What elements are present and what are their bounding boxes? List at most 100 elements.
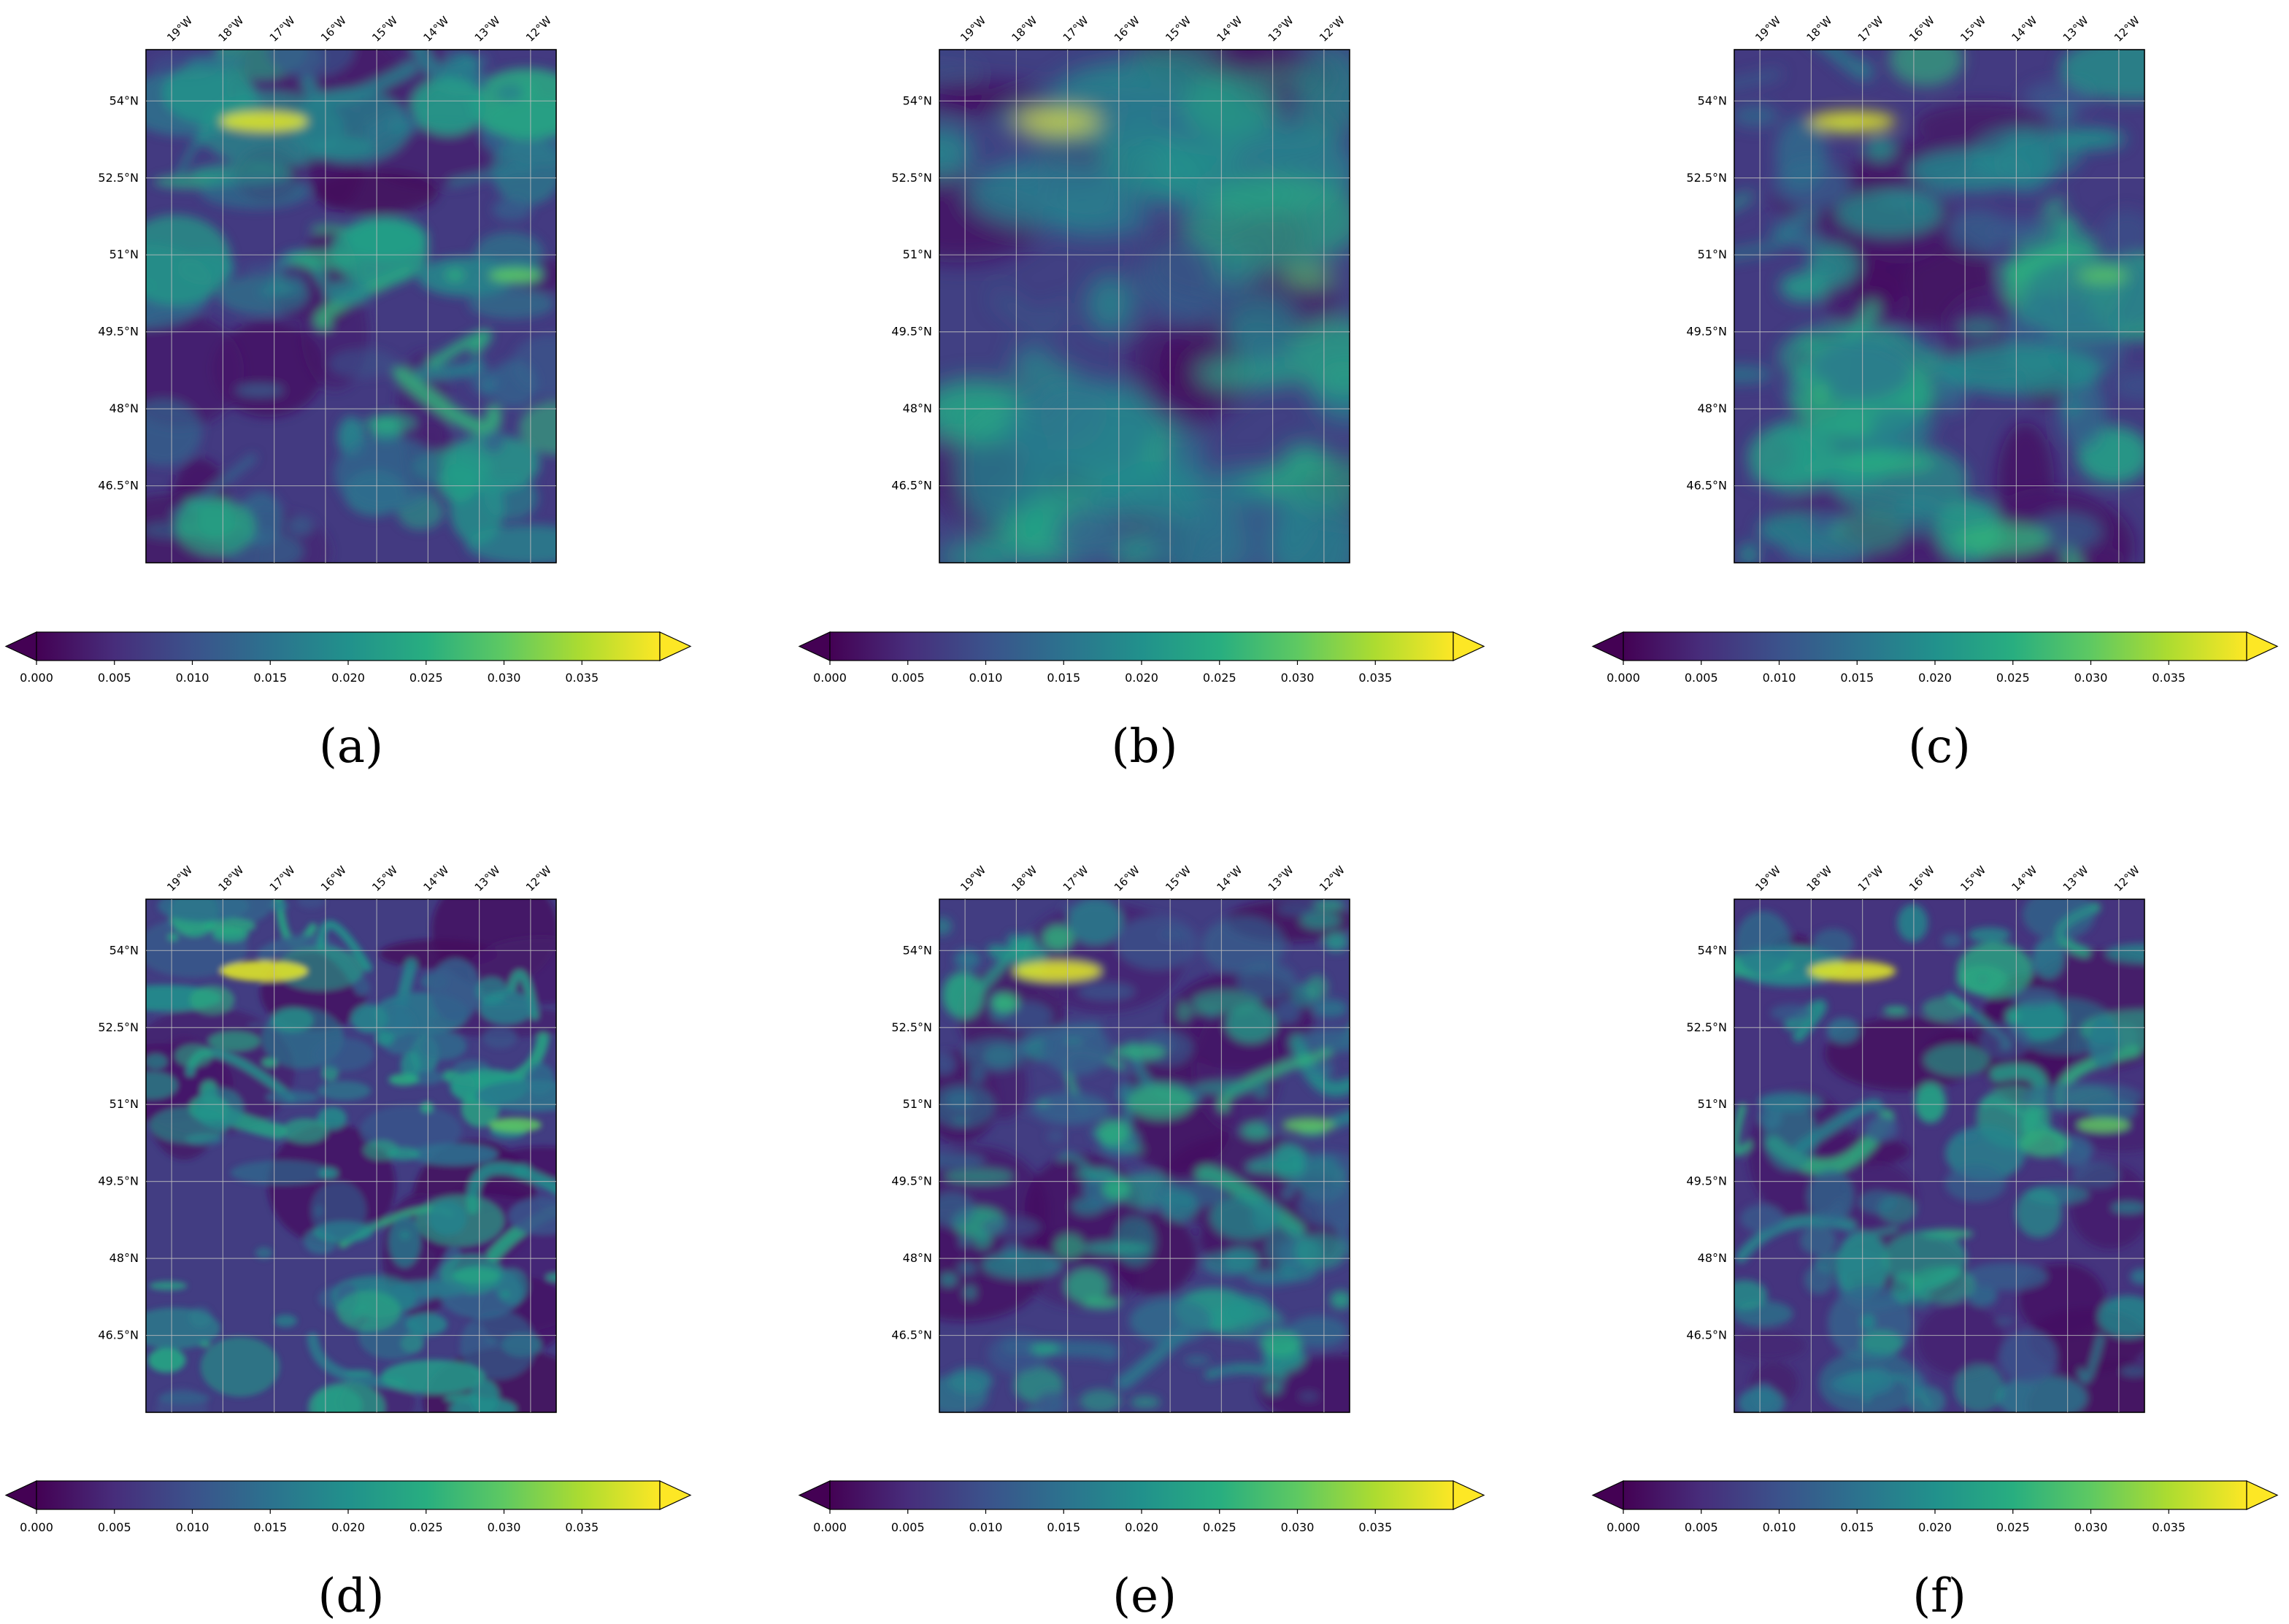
heatmap-cell	[428, 1200, 467, 1236]
lon-tick-label: 18°W	[215, 863, 246, 894]
colorbar-bar	[1623, 1480, 2247, 1510]
heatmap-cell	[1202, 1252, 1255, 1277]
lon-tick-label: 13°W	[1266, 863, 1296, 894]
heatmap-cell	[496, 84, 523, 101]
colorbar-tick-label: 0.010	[176, 671, 209, 685]
heatmap-cell	[1130, 50, 1225, 68]
heatmap-cell	[1183, 174, 1350, 267]
map-frame	[1734, 49, 2145, 563]
colorbar-tick-label: 0.000	[20, 671, 53, 685]
heatmap-cell	[957, 1261, 978, 1274]
heatmap-cell	[1923, 1044, 1990, 1077]
heatmap-cell	[1063, 1039, 1084, 1044]
heatmap-cell	[2061, 399, 2083, 417]
heatmap-cell	[420, 1031, 467, 1061]
heatmap-cell	[972, 1231, 992, 1250]
heatmap-cell	[174, 1044, 213, 1067]
lon-tick-label: 15°W	[369, 863, 400, 894]
heatmap-cell	[482, 1026, 517, 1049]
colorbar-tick-label: 0.015	[1840, 1520, 1874, 1534]
heatmap-cell	[1005, 378, 1160, 476]
heatmap-cell	[2111, 371, 2144, 401]
heatmap-cell	[1237, 962, 1296, 1000]
heatmap-cell	[2059, 50, 2144, 101]
heatmap-cell	[1858, 1190, 1898, 1214]
heatmap-cell	[1113, 1044, 1166, 1060]
colorbar-tick-label: 0.030	[1281, 671, 1315, 685]
panel-caption: (b)	[1112, 720, 1178, 774]
lon-tick-label: 17°W	[1855, 14, 1886, 45]
lat-tick-label: 48°N	[1698, 401, 1727, 415]
panel-caption: (e)	[1112, 1569, 1177, 1623]
lon-tick-label: 15°W	[369, 14, 400, 45]
colorbar-tick-label: 0.025	[1996, 1520, 2030, 1534]
colorbar-tick-label: 0.010	[1763, 671, 1796, 685]
heatmap-cell	[1209, 258, 1269, 285]
gridlines	[1734, 899, 2144, 1412]
heatmap-cell	[1807, 243, 1860, 288]
heatmap-cell	[1088, 461, 1207, 525]
colorbar-extend-max	[2246, 1480, 2279, 1510]
lon-tick-label: 17°W	[1061, 863, 1091, 894]
lat-tick-label: 51°N	[903, 247, 932, 261]
heatmap-cell	[1832, 451, 1936, 474]
heatmap-cell	[468, 288, 555, 320]
lon-tick-label: 15°W	[1163, 863, 1193, 894]
heatmap-cell	[1812, 379, 1830, 408]
gridlines	[146, 50, 556, 563]
heatmap-cell	[1075, 1169, 1115, 1179]
heatmap-cell	[484, 476, 539, 520]
lat-tick-label: 49.5°N	[98, 1174, 139, 1188]
lat-tick-label: 51°N	[109, 1097, 139, 1111]
heatmap-cell	[2012, 293, 2098, 332]
map-frame	[1734, 898, 2145, 1413]
heatmap-cell	[350, 1004, 388, 1034]
heatmap-cell	[1734, 1103, 1752, 1156]
heatmap-cell	[1800, 1226, 1837, 1255]
heatmap-cell	[2105, 943, 2144, 963]
heatmap-cell	[1812, 928, 1854, 960]
heatmap-cell	[409, 1143, 498, 1166]
heatmap-cell	[363, 414, 417, 432]
heatmap-cell	[2041, 198, 2066, 218]
heatmap-cell	[1954, 1363, 2004, 1412]
colorbar-tick-label: 0.000	[813, 1520, 847, 1534]
heatmap-cell	[420, 1101, 434, 1113]
heatmap-cell	[513, 1163, 532, 1177]
heatmap-cell	[1288, 318, 1350, 396]
colorbar-extend-max	[2246, 631, 2279, 661]
heatmap-features	[939, 899, 1350, 1412]
lat-tick-label: 52.5°N	[98, 171, 139, 185]
colorbar-extend-max	[1453, 631, 1485, 661]
heatmap-cell	[393, 366, 502, 436]
heatmap-cell	[1161, 1190, 1198, 1222]
heatmap-cell	[255, 1247, 273, 1259]
heatmap-cell	[1964, 1262, 2047, 1291]
lon-tick-label: 12°W	[523, 14, 554, 45]
heatmap-cell	[1287, 1315, 1348, 1348]
heatmap-cell	[2088, 1098, 2137, 1122]
heatmap-cell	[1274, 999, 1301, 1024]
heatmap-cell	[235, 384, 284, 396]
colorbar-tick-label: 0.010	[969, 671, 1003, 685]
panel-e: 19°W 18°W 17°W 16°W 15°W 14°W 13°W 12°W 54°N 52.5…	[798, 863, 1485, 1623]
colorbar-extend-min	[4, 1480, 37, 1510]
lat-tick-label: 54°N	[1698, 943, 1727, 957]
heatmap-cell	[969, 1066, 985, 1084]
heatmap-cell	[230, 1160, 331, 1185]
heatmap-cell	[982, 1251, 1062, 1279]
heatmap-features	[1734, 50, 2144, 563]
heatmap-cell	[1082, 1242, 1150, 1255]
lon-tick-label: 18°W	[1009, 863, 1039, 894]
heatmap-cell	[318, 1167, 339, 1179]
heatmap-cell	[1747, 423, 1838, 493]
heatmap-cell	[475, 1080, 556, 1112]
heatmap-cell	[939, 64, 976, 76]
heatmap-cell	[1860, 1313, 1876, 1331]
heatmap-cell	[1272, 1143, 1306, 1180]
heatmap-cell	[1971, 125, 2083, 182]
heatmap-cell	[1299, 1028, 1350, 1052]
colorbar-extend-min	[798, 631, 831, 661]
heatmap-cell	[1054, 1234, 1085, 1259]
